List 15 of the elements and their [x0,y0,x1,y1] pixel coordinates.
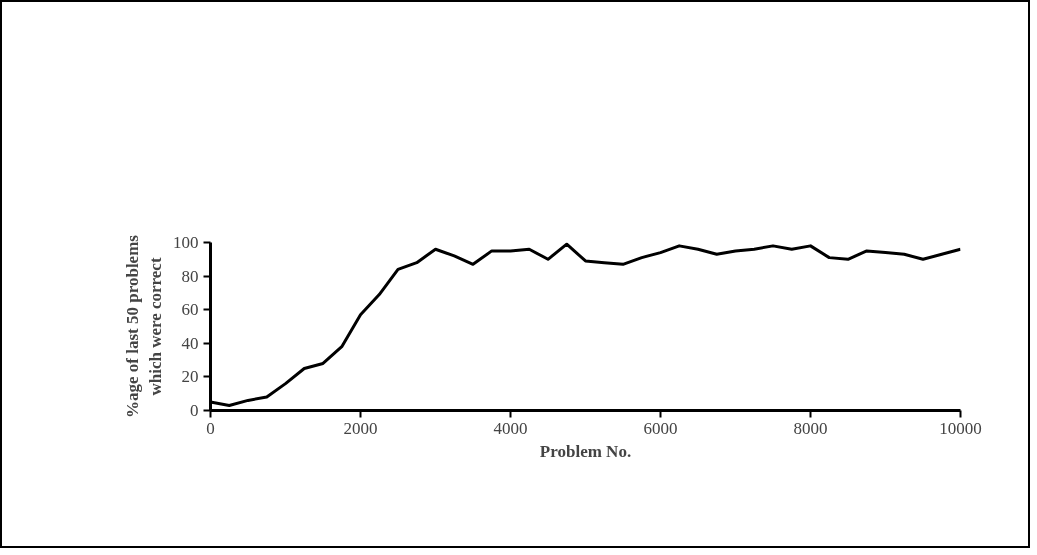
y-tick-label: 0 [190,401,199,420]
x-tick-label: 4000 [493,418,528,438]
x-axis-title: Problem No. [539,441,632,461]
x-tick-label: 2000 [343,418,378,438]
line-series [210,242,961,407]
y-tick-label: 80 [181,266,199,286]
x-tick-label: 8000 [793,418,828,438]
x-tick-label: 0 [206,418,215,438]
y-tick-label: 40 [181,333,199,353]
y-tick-label: 20 [181,367,199,387]
x-tick-label: 10000 [939,418,982,438]
y-axis-title: %age of last 50 problems which were correct [123,234,165,418]
x-tick-label: 6000 [643,418,678,438]
y-tick-label: 60 [181,300,199,320]
y-tick-label: 100 [173,233,199,252]
